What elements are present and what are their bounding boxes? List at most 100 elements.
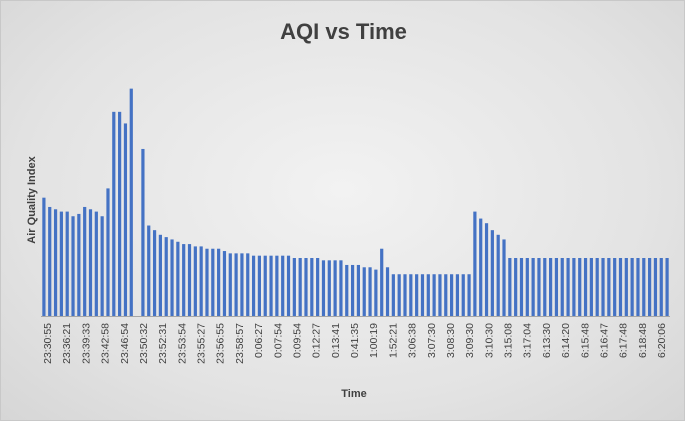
bar <box>251 255 256 316</box>
bar <box>409 274 413 316</box>
bar <box>537 258 541 316</box>
x-tick-label: 3:15:08 <box>503 323 515 358</box>
bar <box>199 246 203 316</box>
bar <box>123 123 128 316</box>
bar <box>147 225 151 316</box>
bar <box>94 211 98 316</box>
bar <box>246 253 250 316</box>
bar <box>659 258 663 316</box>
bar <box>83 206 87 316</box>
bar <box>601 258 605 316</box>
bar <box>426 274 430 316</box>
bar <box>298 258 302 316</box>
bar <box>176 241 180 316</box>
bar <box>420 274 425 316</box>
x-tick-label: 3:09:30 <box>464 323 476 358</box>
x-tick-label: 1:00:19 <box>368 323 380 358</box>
x-axis-title: Time <box>341 388 366 400</box>
x-tick-label: 23:50:32 <box>138 323 150 364</box>
bar <box>525 258 529 316</box>
bar <box>59 211 63 316</box>
bar <box>321 260 326 316</box>
bar <box>281 255 285 316</box>
bar <box>613 258 617 316</box>
bar <box>368 267 372 316</box>
bar <box>217 248 221 316</box>
bar <box>205 248 209 316</box>
x-tick-labels: 23:30:55 23:36:21 23:39:33 23:42:58 23:46:54… <box>42 323 668 364</box>
bar <box>240 253 244 316</box>
bar <box>187 244 192 316</box>
x-tick-label: 23:52:31 <box>157 323 169 364</box>
bar <box>356 264 361 316</box>
x-tick-label: 6:13:30 <box>541 323 553 358</box>
x-tick-label: 0:09:54 <box>291 323 303 358</box>
bar <box>543 258 547 316</box>
bar <box>479 218 483 316</box>
bar <box>182 244 186 316</box>
bar <box>316 258 320 316</box>
y-axis-title: Air Quality Index <box>26 155 38 243</box>
bar <box>77 213 81 316</box>
bar <box>391 274 395 316</box>
x-tick-label: 6:20:06 <box>656 323 668 358</box>
bar <box>286 255 291 316</box>
bar <box>473 211 477 316</box>
x-tick-label: 23:42:58 <box>100 323 112 364</box>
bar <box>112 111 116 316</box>
x-tick-label: 0:41:35 <box>349 323 361 358</box>
bar <box>589 258 593 316</box>
x-tick-label: 6:15:48 <box>579 323 591 358</box>
bar <box>502 239 506 316</box>
bar <box>514 258 518 316</box>
x-tick-label: 23:53:54 <box>176 323 188 364</box>
bar <box>292 258 296 316</box>
x-tick-label: 3:10:30 <box>483 323 495 358</box>
bar <box>222 251 227 316</box>
bar <box>624 258 628 316</box>
bar <box>65 211 69 316</box>
bar <box>484 223 489 316</box>
bar <box>653 258 658 316</box>
x-tick-label: 23:56:55 <box>215 323 227 364</box>
bar <box>397 274 401 316</box>
bar <box>170 239 174 316</box>
bar <box>461 274 465 316</box>
bar <box>490 230 494 316</box>
bar <box>257 255 261 316</box>
bar <box>618 258 623 316</box>
bar <box>345 264 349 316</box>
bar <box>403 274 407 316</box>
x-tick-label: 3:07:30 <box>426 323 438 358</box>
bar <box>578 258 582 316</box>
x-tick-label: 0:12:27 <box>311 323 323 358</box>
bar <box>275 255 279 316</box>
x-tick-label: 6:17:48 <box>618 323 630 358</box>
x-tick-label: 3:17:04 <box>522 323 534 358</box>
bar <box>42 197 46 316</box>
bar <box>228 253 232 316</box>
bar <box>455 274 460 316</box>
bar <box>48 206 52 316</box>
x-tick-label: 0:06:27 <box>253 323 265 358</box>
bar <box>53 209 58 316</box>
bar <box>327 260 331 316</box>
bar <box>333 260 337 316</box>
bar <box>496 234 500 316</box>
x-tick-label: 1:52:21 <box>387 323 399 358</box>
bar <box>642 258 646 316</box>
x-tick-label: 6:14:20 <box>560 323 572 358</box>
bar <box>118 111 122 316</box>
x-tick-label: 23:39:33 <box>80 323 92 364</box>
bar <box>211 248 215 316</box>
x-tick-label: 23:46:54 <box>119 323 131 364</box>
x-tick-label: 3:06:38 <box>407 323 419 358</box>
x-tick-label: 6:18:48 <box>637 323 649 358</box>
bar <box>339 260 343 316</box>
x-tick-label: 3:08:30 <box>445 323 457 358</box>
bar <box>450 274 454 316</box>
bar <box>595 258 599 316</box>
x-tick-label: 23:55:27 <box>196 323 208 364</box>
